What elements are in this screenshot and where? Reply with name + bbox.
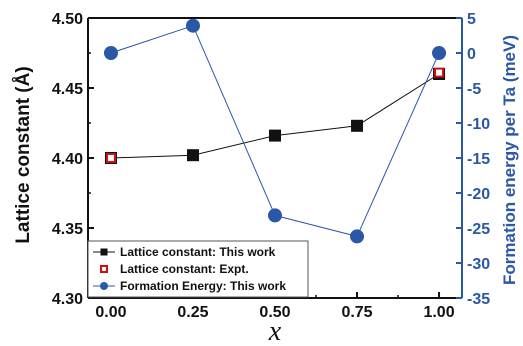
right-axis-ticks: 5 0 -5 -10 -15 -20 -25 -30 -35 bbox=[456, 11, 490, 308]
legend-box bbox=[87, 240, 309, 298]
y-right-tick-label: 5 bbox=[467, 11, 476, 28]
y-right-tick-label: -20 bbox=[467, 186, 490, 203]
x-tick-label: 0.25 bbox=[177, 304, 208, 321]
formation-energy-point bbox=[350, 229, 365, 244]
legend-label: Lattice constant: This work bbox=[120, 245, 276, 259]
y-right-tick-label: 0 bbox=[467, 46, 476, 63]
left-axis-ticks: 4.30 4.35 4.40 4.45 4.50 bbox=[52, 11, 94, 308]
y-left-tick-label: 4.45 bbox=[52, 81, 83, 98]
lattice-expt-point bbox=[105, 153, 116, 163]
legend-label: Formation Energy: This work bbox=[120, 279, 286, 293]
legend-marker bbox=[100, 282, 108, 290]
y-left-tick-label: 4.50 bbox=[52, 11, 83, 28]
lattice-this-work-point bbox=[269, 129, 281, 142]
series-line-0 bbox=[110, 73, 440, 159]
x-tick-label: 0.75 bbox=[341, 304, 372, 321]
y-right-tick-label: -5 bbox=[467, 81, 481, 98]
formation-energy-point bbox=[103, 46, 118, 60]
lattice-this-work-point bbox=[351, 119, 364, 132]
y-right-tick-label: -10 bbox=[467, 116, 490, 133]
formation-energy-point bbox=[268, 208, 282, 223]
x-tick-label: 0.50 bbox=[259, 304, 290, 321]
y-axis-right-label: Formation energy per Ta (meV) bbox=[500, 35, 519, 285]
bottom-axis-ticks: 0.00 0.25 0.50 0.75 1.00 bbox=[95, 292, 455, 321]
y-left-tick-label: 4.35 bbox=[52, 221, 83, 238]
y-left-tick-label: 4.40 bbox=[52, 151, 83, 168]
formation-energy-point bbox=[432, 46, 447, 60]
y-right-tick-label: -25 bbox=[467, 221, 490, 238]
lattice-this-work-point bbox=[186, 149, 199, 162]
series-markers bbox=[103, 18, 447, 244]
y-right-tick-label: -15 bbox=[467, 151, 490, 168]
legend-label: Lattice constant: Expt. bbox=[120, 262, 249, 276]
formation-energy-point bbox=[185, 18, 200, 33]
lattice-expt-point bbox=[434, 67, 445, 78]
y-right-tick-label: -35 bbox=[467, 291, 490, 308]
x-tick-label: 0.00 bbox=[95, 304, 126, 321]
legend-marker bbox=[100, 248, 108, 256]
x-axis-label: x bbox=[268, 316, 282, 346]
legend-marker bbox=[100, 265, 108, 273]
y-left-tick-label: 4.30 bbox=[52, 291, 83, 308]
y-right-tick-label: -30 bbox=[467, 256, 490, 273]
x-tick-label: 1.00 bbox=[423, 304, 454, 321]
legend: Lattice constant: This work Lattice const… bbox=[87, 240, 309, 298]
y-axis-left-label: Lattice constant (Å) bbox=[13, 66, 34, 243]
